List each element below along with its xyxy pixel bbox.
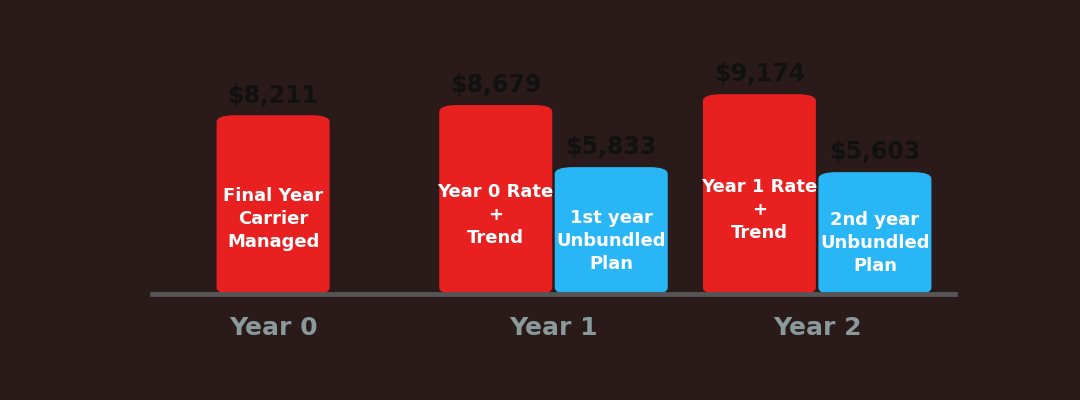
FancyBboxPatch shape <box>819 172 931 294</box>
Text: 1st year
Unbundled
Plan: 1st year Unbundled Plan <box>556 209 666 273</box>
Text: Final Year
Carrier
Managed: Final Year Carrier Managed <box>224 187 323 251</box>
FancyBboxPatch shape <box>440 105 552 294</box>
Text: Year 2: Year 2 <box>773 316 862 340</box>
Text: Year 0: Year 0 <box>229 316 318 340</box>
Text: $5,603: $5,603 <box>829 140 920 164</box>
Text: $8,679: $8,679 <box>450 73 541 97</box>
Text: $5,833: $5,833 <box>566 136 657 160</box>
Text: Year 1: Year 1 <box>509 316 598 340</box>
FancyBboxPatch shape <box>555 167 667 294</box>
FancyBboxPatch shape <box>703 94 815 294</box>
Text: $8,211: $8,211 <box>228 84 319 108</box>
Text: 2nd year
Unbundled
Plan: 2nd year Unbundled Plan <box>820 211 930 275</box>
Text: Year 0 Rate
+
Trend: Year 0 Rate + Trend <box>437 183 554 247</box>
FancyBboxPatch shape <box>217 115 329 294</box>
Text: $9,174: $9,174 <box>714 62 805 86</box>
Text: Year 1 Rate
+
Trend: Year 1 Rate + Trend <box>701 178 818 242</box>
